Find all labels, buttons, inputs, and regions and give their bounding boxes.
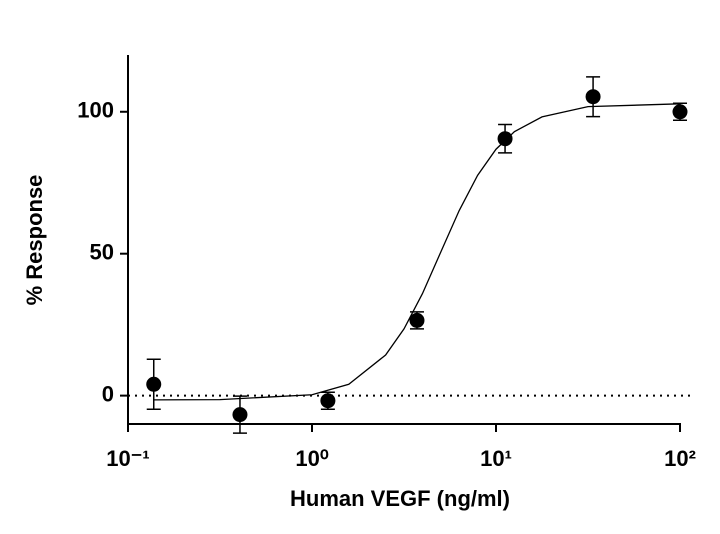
data-point	[146, 376, 162, 392]
data-point	[672, 104, 688, 120]
x-tick-label: 10²	[664, 446, 696, 471]
y-tick-label: 0	[102, 381, 114, 406]
y-tick-label: 100	[77, 98, 114, 123]
data-point	[320, 393, 336, 409]
data-point	[232, 407, 248, 423]
data-point	[585, 89, 601, 105]
data-point	[409, 312, 425, 328]
y-axis-label: % Response	[22, 175, 47, 306]
data-point	[497, 131, 513, 147]
y-tick-label: 50	[90, 240, 114, 265]
x-axis-label: Human VEGF (ng/ml)	[290, 486, 510, 511]
x-tick-label: 10¹	[480, 446, 512, 471]
x-tick-label: 10⁰	[295, 446, 328, 471]
fit-curve	[153, 103, 681, 401]
x-tick-label: 10⁻¹	[106, 446, 149, 471]
